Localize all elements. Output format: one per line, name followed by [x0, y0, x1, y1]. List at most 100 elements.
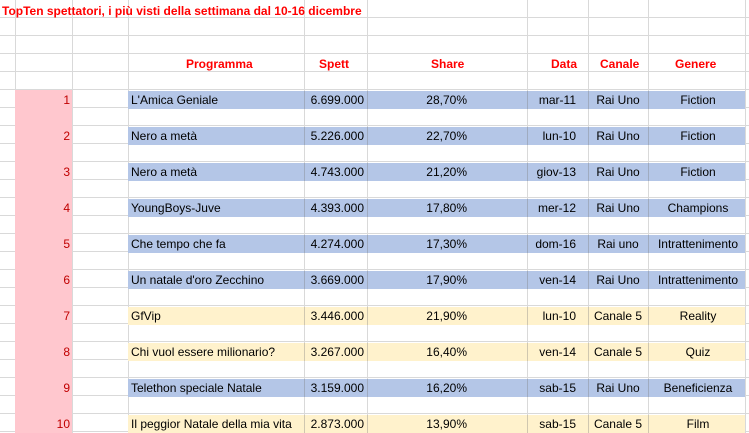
genere-cell[interactable]: Film	[648, 415, 748, 433]
cell-border	[527, 271, 528, 289]
genere-cell[interactable]: Quiz	[648, 343, 748, 361]
rank-cell[interactable]: 6	[15, 271, 72, 289]
canale-cell[interactable]: Canale 5	[590, 343, 646, 361]
spett-cell[interactable]: 3.669.000	[304, 271, 364, 289]
canale-cell[interactable]: Rai Uno	[590, 91, 646, 109]
spett-cell[interactable]: 3.267.000	[304, 343, 364, 361]
share-cell[interactable]: 17,80%	[405, 199, 467, 217]
data-cell[interactable]: ven-14	[530, 343, 576, 361]
programma-cell[interactable]: Che tempo che fa	[131, 235, 226, 253]
spett-cell[interactable]: 4.274.000	[304, 235, 364, 253]
data-cell[interactable]: lun-10	[530, 127, 576, 145]
genere-cell[interactable]: Champions	[648, 199, 748, 217]
data-cell[interactable]: mer-12	[530, 199, 576, 217]
rank-cell[interactable]: 2	[15, 127, 72, 145]
spett-cell[interactable]: 2.873.000	[304, 415, 364, 433]
share-cell[interactable]: 21,90%	[405, 307, 467, 325]
rank-cell[interactable]: 8	[15, 343, 72, 361]
genere-cell[interactable]: Fiction	[648, 163, 748, 181]
rank-cell[interactable]: 3	[15, 163, 72, 181]
cell-border	[527, 343, 528, 361]
table-row[interactable]: 3 Nero a metà 4.743.000 21,20% giov-13 Rai Un…	[0, 163, 749, 181]
programma-cell[interactable]: Un natale d'oro Zecchino	[131, 271, 264, 289]
programma-cell[interactable]: Nero a metà	[131, 127, 197, 145]
cell-border	[367, 343, 368, 361]
data-cell[interactable]: dom-16	[530, 235, 576, 253]
data-cell[interactable]: lun-10	[530, 307, 576, 325]
genere-cell[interactable]: Beneficienza	[648, 379, 748, 397]
programma-cell[interactable]: Nero a metà	[131, 163, 197, 181]
share-cell[interactable]: 22,70%	[405, 127, 467, 145]
header-share[interactable]: Share	[431, 55, 464, 73]
canale-cell[interactable]: Rai Uno	[590, 199, 646, 217]
share-cell[interactable]: 17,30%	[405, 235, 467, 253]
genere-cell[interactable]: Intrattenimento	[648, 271, 748, 289]
sheet-title[interactable]: TopTen spettatori, i più visti della set…	[2, 2, 362, 20]
canale-cell[interactable]: Rai Uno	[590, 163, 646, 181]
canale-cell[interactable]: Rai uno	[590, 235, 646, 253]
share-cell[interactable]: 16,40%	[405, 343, 467, 361]
cell-border	[588, 91, 589, 109]
programma-cell[interactable]: GfVip	[131, 307, 161, 325]
programma-cell[interactable]: Chi vuol essere milionario?	[131, 343, 275, 361]
header-canale[interactable]: Canale	[600, 55, 639, 73]
genere-cell[interactable]: Reality	[648, 307, 748, 325]
cell-border	[527, 235, 528, 253]
table-row[interactable]: 4 YoungBoys-Juve 4.393.000 17,80% mer-12 Rai …	[0, 199, 749, 217]
header-spett[interactable]: Spett	[319, 55, 349, 73]
data-cell[interactable]: sab-15	[530, 379, 576, 397]
rank-cell[interactable]: 7	[15, 307, 72, 325]
table-row[interactable]: 9 Telethon speciale Natale 3.159.000 16,20%…	[0, 379, 749, 397]
spett-cell[interactable]: 6.699.000	[304, 91, 364, 109]
header-programma[interactable]: Programma	[186, 55, 253, 73]
spett-cell[interactable]: 5.226.000	[304, 127, 364, 145]
data-cell[interactable]: mar-11	[530, 91, 576, 109]
cell-border	[367, 415, 368, 433]
share-cell[interactable]: 16,20%	[405, 379, 467, 397]
cell-border	[588, 343, 589, 361]
genere-cell[interactable]: Fiction	[648, 127, 748, 145]
canale-cell[interactable]: Canale 5	[590, 307, 646, 325]
genere-cell[interactable]: Intrattenimento	[648, 235, 748, 253]
cell-border	[588, 163, 589, 181]
canale-cell[interactable]: Rai Uno	[590, 127, 646, 145]
rank-cell[interactable]: 4	[15, 199, 72, 217]
share-cell[interactable]: 13,90%	[405, 415, 467, 433]
header-data[interactable]: Data	[551, 55, 577, 73]
table-row[interactable]: 1 L'Amica Geniale 6.699.000 28,70% mar-11 Rai…	[0, 91, 749, 109]
canale-cell[interactable]: Rai Uno	[590, 271, 646, 289]
cell-border	[588, 307, 589, 325]
rank-cell[interactable]: 1	[15, 91, 72, 109]
spett-cell[interactable]: 4.743.000	[304, 163, 364, 181]
cell-border	[527, 307, 528, 325]
rank-cell[interactable]: 5	[15, 235, 72, 253]
programma-cell[interactable]: Telethon speciale Natale	[131, 379, 262, 397]
canale-cell[interactable]: Rai Uno	[590, 379, 646, 397]
table-row[interactable]: 2 Nero a metà 5.226.000 22,70% lun-10 Rai Uno…	[0, 127, 749, 145]
rank-cell[interactable]: 10	[15, 415, 72, 433]
programma-cell[interactable]: YoungBoys-Juve	[131, 199, 221, 217]
data-cell[interactable]: sab-15	[530, 415, 576, 433]
rank-cell[interactable]: 9	[15, 379, 72, 397]
table-row[interactable]: 10 Il peggior Natale della mia vita 2.873.…	[0, 415, 749, 433]
table-row[interactable]: 5 Che tempo che fa 4.274.000 17,30% dom-16 Ra…	[0, 235, 749, 253]
spett-cell[interactable]: 3.446.000	[304, 307, 364, 325]
genere-cell[interactable]: Fiction	[648, 91, 748, 109]
table-row[interactable]: 6 Un natale d'oro Zecchino 3.669.000 17,90%…	[0, 271, 749, 289]
header-genere[interactable]: Genere	[675, 55, 716, 73]
spett-cell[interactable]: 3.159.000	[304, 379, 364, 397]
canale-cell[interactable]: Canale 5	[590, 415, 646, 433]
share-cell[interactable]: 21,20%	[405, 163, 467, 181]
table-row[interactable]: 8 Chi vuol essere milionario? 3.267.000 16,…	[0, 343, 749, 361]
cell-border	[588, 127, 589, 145]
cell-border	[588, 235, 589, 253]
share-cell[interactable]: 17,90%	[405, 271, 467, 289]
spett-cell[interactable]: 4.393.000	[304, 199, 364, 217]
table-row[interactable]: 7 GfVip 3.446.000 21,90% lun-10 Canale 5 Reali…	[0, 307, 749, 325]
data-cell[interactable]: giov-13	[530, 163, 576, 181]
share-cell[interactable]: 28,70%	[405, 91, 467, 109]
programma-cell[interactable]: Il peggior Natale della mia vita	[131, 415, 292, 433]
programma-cell[interactable]: L'Amica Geniale	[131, 91, 218, 109]
data-cell[interactable]: ven-14	[530, 271, 576, 289]
cell-border	[588, 271, 589, 289]
